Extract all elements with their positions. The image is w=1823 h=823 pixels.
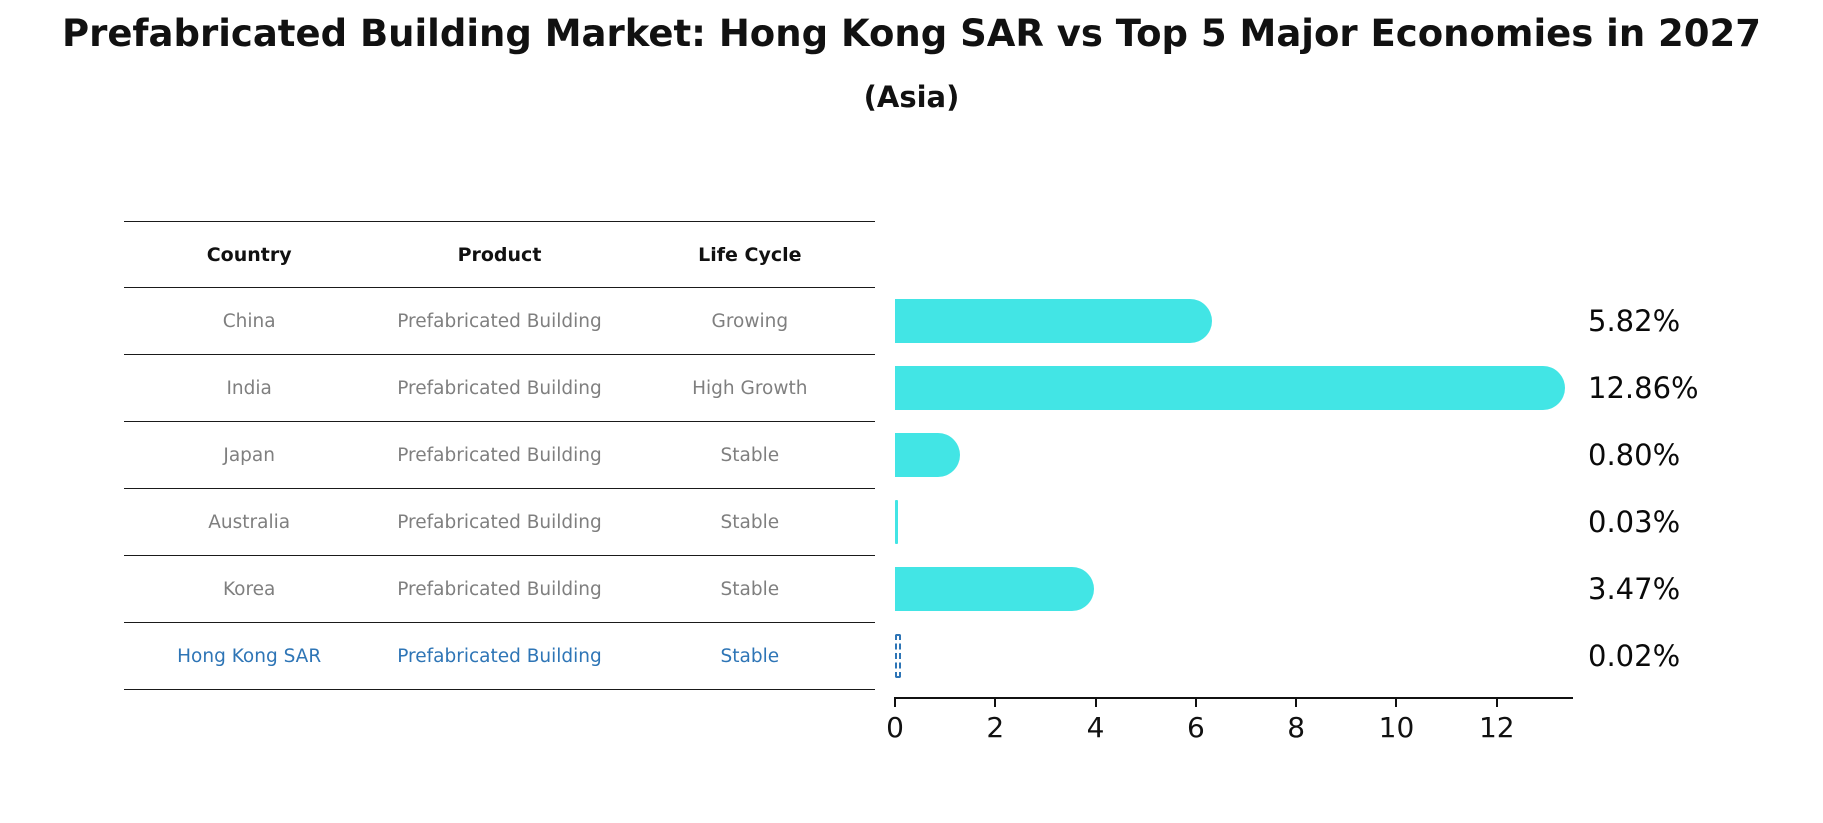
tick-label: 2 [986, 711, 1005, 744]
column-header-life-cycle: Life Cycle [698, 243, 802, 266]
bar-australia [895, 499, 898, 544]
value-label: 0.80% [1588, 437, 1681, 472]
tick-mark [894, 699, 896, 707]
country-cell: Hong Kong SAR [177, 645, 322, 667]
bar-row [895, 354, 1572, 421]
x-axis-line [894, 697, 1573, 699]
country-cell: Korea [222, 578, 276, 600]
country-cell: China [222, 310, 276, 332]
country-cell: India [226, 377, 272, 399]
tick-mark [1295, 699, 1298, 707]
country-cell: Japan [223, 444, 275, 466]
tick-mark [1395, 699, 1398, 707]
value-label: 12.86% [1588, 370, 1699, 405]
page-subtitle: (Asia) [863, 80, 960, 114]
table-row: Korea Prefabricated Building Stable [124, 556, 875, 623]
country-cell: Australia [208, 511, 291, 533]
x-axis: 0 2 4 6 8 10 12 [886, 697, 1573, 757]
table-header-row: Country Product Life Cycle [124, 222, 875, 288]
bar-row [895, 488, 1572, 555]
bar-row [895, 555, 1572, 622]
life-cycle-cell: Stable [720, 645, 780, 667]
value-label: 0.02% [1588, 638, 1681, 673]
table-row: Japan Prefabricated Building Stable [124, 422, 875, 489]
tick-label: 10 [1378, 711, 1415, 744]
tick-mark [1094, 699, 1097, 707]
table-row: China Prefabricated Building Growing [124, 288, 875, 355]
product-cell: Prefabricated Building [397, 444, 602, 466]
bar-china [895, 298, 1212, 343]
life-cycle-cell: Growing [711, 310, 789, 332]
value-label: 3.47% [1588, 571, 1681, 606]
bar-row [895, 287, 1572, 354]
tick-label: 6 [1186, 711, 1205, 744]
table-row: India Prefabricated Building High Growth [124, 355, 875, 422]
tick-mark [994, 699, 997, 707]
tick-mark [1194, 699, 1197, 707]
table-row: Australia Prefabricated Building Stable [124, 489, 875, 556]
bar-korea [895, 566, 1094, 611]
life-cycle-cell: High Growth [692, 377, 808, 399]
tick-label: 8 [1287, 711, 1306, 744]
country-table: Country Product Life Cycle China Prefabrica… [124, 221, 875, 690]
bar-japan [895, 432, 961, 477]
tick-mark [1495, 699, 1498, 707]
column-header-product: Product [457, 243, 542, 266]
tick-label: 0 [886, 711, 904, 744]
table-body: China Prefabricated Building Growing India P… [124, 288, 875, 690]
tick-label: 4 [1086, 711, 1105, 744]
page-title: Prefabricated Building Market: Hong Kong… [61, 12, 1762, 55]
product-cell: Prefabricated Building [397, 377, 602, 399]
bar-row [895, 421, 1572, 488]
bar-india [895, 365, 1565, 410]
life-cycle-cell: Stable [720, 578, 780, 600]
value-label: 0.03% [1588, 504, 1681, 539]
column-header-country: Country [206, 243, 292, 266]
bar-hong-kong-sar [895, 633, 901, 678]
tick-label: 12 [1478, 711, 1515, 744]
bar-row [895, 622, 1572, 689]
value-label: 5.82% [1588, 303, 1681, 338]
product-cell: Prefabricated Building [397, 310, 602, 332]
product-cell: Prefabricated Building [397, 645, 602, 667]
product-cell: Prefabricated Building [397, 511, 602, 533]
plot-area [895, 287, 1572, 689]
life-cycle-cell: Stable [720, 511, 780, 533]
product-cell: Prefabricated Building [397, 578, 602, 600]
life-cycle-cell: Stable [720, 444, 780, 466]
table-row: Hong Kong SAR Prefabricated Building Stabl… [124, 623, 875, 690]
